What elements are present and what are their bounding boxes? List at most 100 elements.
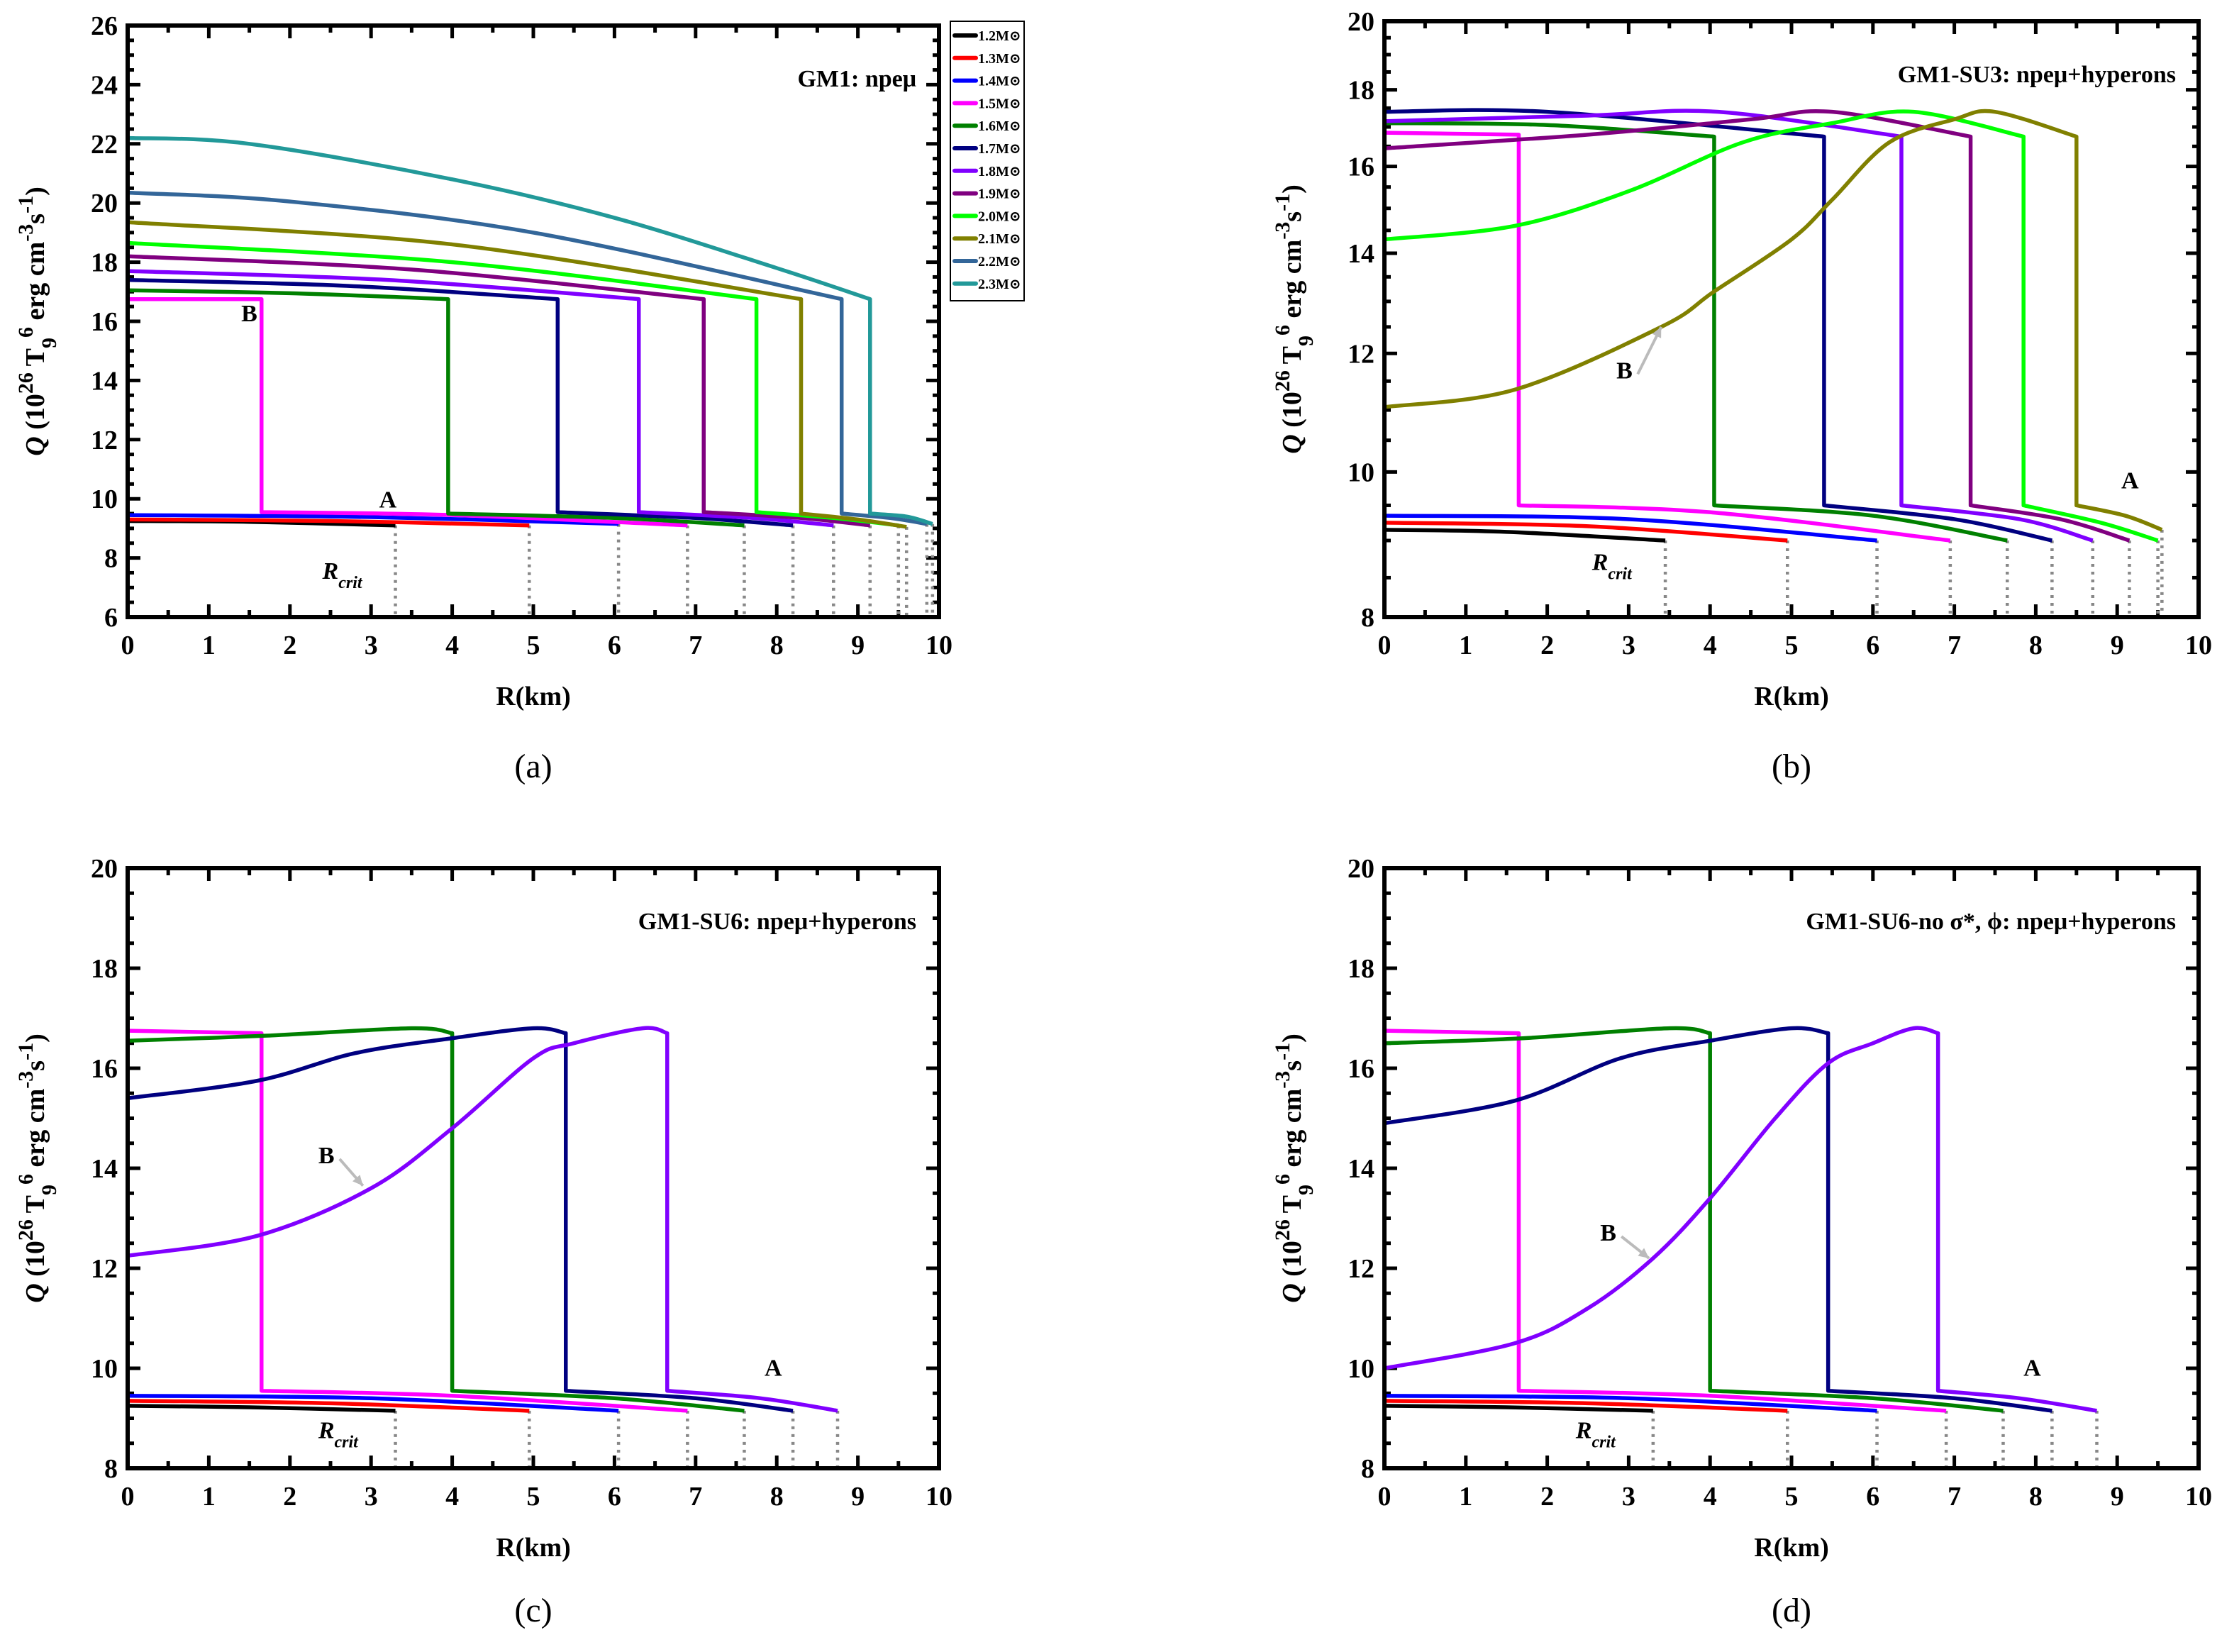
superscript: 6 xyxy=(1271,325,1294,336)
y-tick-label: 10 xyxy=(91,1354,118,1384)
panel-title: GM1: npeμ xyxy=(797,66,916,92)
subscript: 9 xyxy=(1294,1185,1318,1195)
legend-entry: 1.9M⊙ xyxy=(978,187,1021,202)
y-tick-label: 10 xyxy=(91,484,118,514)
label-text: T xyxy=(1277,1195,1307,1219)
x-tick-label: 4 xyxy=(1704,631,1717,660)
superscript: 6 xyxy=(14,327,38,338)
y-tick-label: 16 xyxy=(91,1054,118,1084)
x-tick-label: 2 xyxy=(1540,631,1554,660)
superscript: -3 xyxy=(14,1071,38,1089)
y-tick-label: 26 xyxy=(91,11,118,41)
superscript: -1 xyxy=(1271,194,1294,211)
x-tick-label: 0 xyxy=(121,1482,135,1512)
y-tick-label: 20 xyxy=(91,189,118,218)
y-tick-label: 8 xyxy=(1361,1454,1374,1484)
q-symbol: Q xyxy=(1277,1283,1307,1302)
x-tick-label: 3 xyxy=(365,1482,378,1512)
subscript: 9 xyxy=(1294,336,1318,346)
x-tick-label: 3 xyxy=(1622,631,1635,660)
y-tick-label: 12 xyxy=(1348,339,1374,369)
series-line-1.8M xyxy=(128,1026,838,1413)
rcrit-sub: crit xyxy=(1608,565,1633,584)
plot-frame xyxy=(126,23,941,619)
y-tick-label: 24 xyxy=(91,70,118,100)
rcrit-label: Rcrit xyxy=(1575,1418,1616,1452)
series-line-1.6M xyxy=(128,1026,745,1413)
label-text: (10 xyxy=(21,1241,50,1283)
panel-title: GM1-SU3: npeμ+hyperons xyxy=(1898,62,2176,88)
y-axis-label: Q (1026 T96 erg cm-3s-1) xyxy=(14,187,61,456)
y-tick-label: 20 xyxy=(1348,7,1374,37)
legend: 1.2M⊙ 1.3M⊙ 1.4M⊙ 1.5M⊙ 1.6M⊙ 1.7M⊙ 1.8M⊙ 1.9M⊙… xyxy=(950,21,1025,301)
plot-frame xyxy=(1382,866,2201,1470)
plot-frame xyxy=(126,866,941,1470)
legend-entry: 1.5M⊙ xyxy=(978,96,1021,111)
x-tick-label: 10 xyxy=(926,1482,952,1512)
y-tick-label: 16 xyxy=(1348,1054,1374,1084)
x-tick-label: 1 xyxy=(1459,631,1472,660)
superscript: 6 xyxy=(1271,1174,1294,1185)
x-tick-label: 6 xyxy=(1866,1482,1879,1512)
series-line-2.2M xyxy=(128,190,928,526)
panel-caption: (c) xyxy=(514,1592,552,1629)
x-tick-label: 9 xyxy=(2111,1482,2124,1512)
series-line-1.9M xyxy=(1384,109,2131,543)
rcrit-main: R xyxy=(1575,1418,1592,1444)
superscript: 6 xyxy=(14,1174,38,1185)
y-tick-label: 18 xyxy=(91,954,118,984)
ticks xyxy=(126,866,941,1470)
series-line-1.5M xyxy=(128,296,688,528)
x-tick-label: 7 xyxy=(1948,1482,1961,1512)
label-text: (10 xyxy=(21,394,50,436)
series-line-1.2M xyxy=(1384,528,1666,543)
x-tick-label: 6 xyxy=(608,1482,621,1512)
x-tick-label: 3 xyxy=(1622,1482,1635,1512)
branch-label-B: B xyxy=(1600,1220,1616,1246)
legend-entry: 1.7M⊙ xyxy=(978,141,1021,157)
series-line-1.5M xyxy=(128,1029,688,1413)
legend-entry: 1.4M⊙ xyxy=(978,74,1021,89)
rcrit-label: Rcrit xyxy=(318,1418,359,1452)
y-tick-label: 20 xyxy=(91,854,118,884)
superscript: 26 xyxy=(1271,1219,1294,1241)
legend-entry: 1.3M⊙ xyxy=(978,51,1021,67)
label-text: s xyxy=(1277,1060,1307,1071)
rcrit-main: R xyxy=(322,558,339,584)
x-tick-label: 5 xyxy=(1785,631,1799,660)
x-tick-label: 10 xyxy=(926,631,952,660)
y-axis-label: Q (1026 T96 erg cm-3s-1) xyxy=(1271,1033,1318,1303)
y-tick-label: 12 xyxy=(91,1254,118,1284)
superscript: 26 xyxy=(1271,370,1294,392)
series-line-1.8M xyxy=(128,269,834,528)
y-tick-label: 22 xyxy=(91,130,118,160)
branch-label-A: A xyxy=(2121,468,2139,494)
x-tick-label: 9 xyxy=(851,1482,865,1512)
y-tick-label: 8 xyxy=(104,1454,118,1484)
series-line-2.0M xyxy=(1384,109,2159,543)
label-text: erg cm xyxy=(21,1089,50,1174)
series-group xyxy=(128,1026,840,1468)
series-line-1.3M xyxy=(128,517,530,528)
series-line-1.8M xyxy=(1384,1026,2097,1413)
label-text: T xyxy=(1277,346,1307,370)
y-tick-label: 10 xyxy=(1348,458,1374,487)
x-axis-label: R(km) xyxy=(496,682,571,711)
x-tick-label: 7 xyxy=(689,631,702,660)
branch-label-A: A xyxy=(2023,1356,2041,1382)
superscript: -3 xyxy=(1271,222,1294,240)
panel-caption: (b) xyxy=(1772,748,1811,785)
label-text: s xyxy=(21,1060,50,1071)
legend-entry: 1.8M⊙ xyxy=(978,164,1021,179)
series-line-1.3M xyxy=(1384,521,1788,543)
x-tick-label: 0 xyxy=(1378,1482,1391,1512)
superscript: -1 xyxy=(14,1043,38,1060)
rcrit-sub: crit xyxy=(1591,1434,1616,1452)
y-tick-label: 6 xyxy=(104,603,118,633)
superscript: -3 xyxy=(14,224,38,242)
superscript: 26 xyxy=(14,372,38,394)
y-tick-label: 14 xyxy=(1348,1154,1374,1184)
q-symbol: Q xyxy=(21,1283,50,1302)
